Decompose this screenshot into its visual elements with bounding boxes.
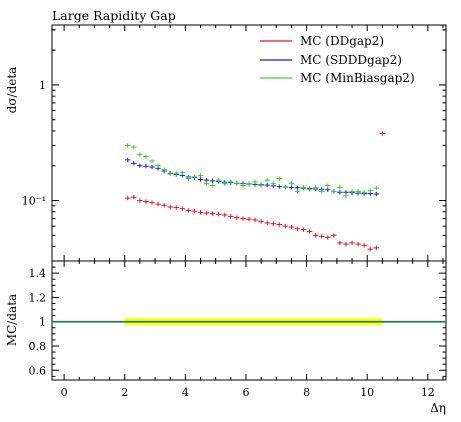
legend-label-minbiasgap2: MC (MinBiasgap2): [300, 71, 415, 85]
y-tick-label-ratio: 1.2: [29, 291, 47, 304]
series-mc-ddgap2-: [125, 131, 386, 252]
x-tick-label: 2: [121, 386, 128, 399]
x-tick-label: 0: [61, 386, 68, 399]
x-tick-label: 8: [303, 386, 310, 399]
legend-label-ddgap2: MC (DDgap2): [300, 34, 384, 48]
main-y-axis-label: dσ/deta: [5, 67, 19, 114]
y-tick-label-ratio: 0.8: [29, 340, 47, 353]
legend-label-sdddgap2: MC (SDDDgap2): [300, 53, 402, 67]
series-mc-minbiasgap2-: [125, 143, 380, 198]
ratio-plot-frame: [51, 260, 447, 381]
y-tick-label-ratio: 0.6: [29, 364, 47, 377]
y-tick-label-main: 1: [39, 79, 46, 92]
data-series-layer: [125, 131, 386, 252]
x-tick-label: 6: [242, 386, 249, 399]
chart-title: Large Rapidity Gap: [52, 8, 176, 23]
y-tick-label-main: 10⁻¹: [22, 195, 46, 208]
x-tick-label: 10: [360, 386, 374, 399]
x-axis-label: Δη: [430, 401, 446, 415]
x-tick-label: 4: [182, 386, 189, 399]
main-axis-ticks: 10⁻¹ 1: [22, 25, 446, 262]
series-mc-sdddgap2-: [125, 157, 380, 197]
legend: MC (DDgap2) MC (SDDDgap2) MC (MinBiasgap…: [260, 34, 415, 85]
ratio-axis-ticks: 0 2 4 6 8 10 12 0.6 0.8 1 1.2 1.4: [29, 260, 446, 399]
y-tick-label-ratio: 1.4: [29, 267, 47, 280]
y-tick-label-ratio: 1: [39, 316, 46, 329]
x-tick-label: 12: [421, 386, 435, 399]
ratio-y-axis-label: MC/data: [5, 294, 19, 346]
